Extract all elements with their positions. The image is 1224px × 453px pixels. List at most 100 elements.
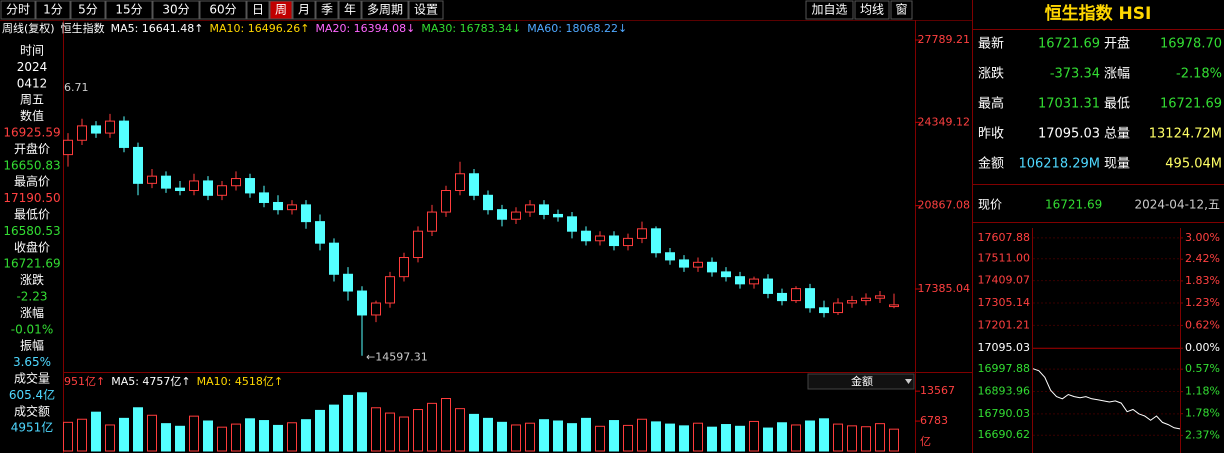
y-tick-label: 27789.21: [918, 33, 971, 46]
candle-body: [497, 209, 507, 220]
volume-bar: [567, 423, 577, 452]
tab-label[interactable]: 季: [321, 3, 333, 17]
volume-bar: [581, 417, 591, 452]
info-item: 3.65%: [13, 355, 51, 369]
volume-bar: [847, 425, 857, 452]
info-item: 振幅: [20, 338, 44, 353]
tab[interactable]: [35, 0, 71, 20]
dropdown-label[interactable]: 金额: [851, 374, 873, 388]
tab-label[interactable]: 月: [298, 3, 310, 17]
ma-legend: MA10: 16496.26↑: [210, 22, 310, 35]
candle-body: [77, 125, 87, 141]
candle-body: [469, 173, 479, 196]
candle-body: [343, 273, 353, 292]
candle-body: [399, 257, 409, 278]
candle-body: [819, 307, 829, 314]
candle-body: [441, 190, 451, 213]
tool-button-label[interactable]: 均线: [860, 3, 884, 17]
volume-bar: [623, 424, 633, 452]
candle-body: [805, 288, 815, 309]
volume-bar: [399, 416, 409, 452]
y-tick-label: 16997.88: [978, 362, 1031, 375]
price-label: 现价: [978, 198, 1002, 212]
tab-label[interactable]: 多周期: [367, 3, 403, 17]
info-item: 16650.83: [3, 158, 60, 172]
volume-bar: [861, 426, 871, 452]
tool-button-label[interactable]: 窗: [895, 3, 907, 17]
tab-label[interactable]: 1分: [43, 3, 63, 17]
tab-label[interactable]: 分时: [6, 3, 30, 17]
volume-bar: [707, 426, 717, 452]
volume-bar: [245, 418, 255, 452]
volume-bar: [77, 418, 87, 452]
candle-body: [609, 235, 619, 247]
y-tick-label: 24349.12: [918, 115, 971, 128]
tab[interactable]: [70, 0, 106, 20]
candle-body: [511, 211, 521, 220]
volume-bar: [679, 425, 689, 452]
tab[interactable]: [315, 0, 339, 20]
volume-bar: [469, 413, 479, 452]
tab[interactable]: [0, 0, 36, 20]
y2-tick-label: 1.78%: [1185, 407, 1220, 420]
info-item: 最低价: [14, 208, 50, 222]
tab[interactable]: [338, 0, 362, 20]
volume-bar: [889, 428, 899, 452]
tab[interactable]: [105, 0, 153, 20]
candle-body: [385, 276, 395, 304]
tab-label[interactable]: 15分: [115, 3, 142, 17]
candle-body: [483, 194, 493, 211]
tool-button-label[interactable]: 加自选: [811, 3, 847, 17]
candle-body: [595, 235, 605, 242]
volume-bar: [693, 422, 703, 452]
candle-body: [273, 201, 283, 211]
tab[interactable]: [292, 0, 316, 20]
y2-tick-label: 1.18%: [1185, 385, 1220, 398]
tab-label[interactable]: 5分: [78, 3, 98, 17]
info-item: -2.23: [16, 290, 47, 304]
y2-tick-label: 2.42%: [1185, 252, 1220, 265]
tab[interactable]: [408, 0, 444, 20]
y-tick-label: 16893.96: [978, 384, 1031, 397]
candle-body: [889, 304, 899, 308]
tool-button[interactable]: [805, 0, 854, 20]
volume-bar: [189, 415, 199, 452]
tab[interactable]: [246, 0, 270, 20]
volume-bar: [637, 418, 647, 452]
tab-label[interactable]: 设置: [414, 3, 438, 17]
volume-bar: [819, 418, 829, 452]
volume-bar: [553, 420, 563, 452]
volume-bar: [175, 425, 185, 452]
candle-body: [791, 288, 801, 302]
tab-label[interactable]: 周: [275, 3, 287, 17]
tab-label[interactable]: 60分: [209, 3, 236, 17]
info-item: 4951亿: [11, 420, 54, 435]
dropdown[interactable]: [807, 373, 915, 390]
tab[interactable]: [269, 0, 293, 20]
ma-legend: 周线(复权): [2, 21, 55, 35]
candle-body: [259, 192, 269, 203]
volume-bar: [833, 423, 843, 452]
price: 16721.69: [1045, 198, 1102, 212]
candle-body: [763, 278, 773, 294]
tab-label[interactable]: 年: [344, 3, 356, 17]
volume-bar: [315, 409, 325, 452]
tab[interactable]: [361, 0, 409, 20]
y-tick-label: 17511.00: [978, 252, 1031, 265]
tab-label[interactable]: 30分: [162, 3, 189, 17]
tool-button[interactable]: [854, 0, 890, 20]
dropdown-arrow[interactable]: [905, 379, 912, 384]
y-tick-label: 17305.14: [978, 296, 1031, 309]
candle-body: [777, 292, 787, 302]
candle-body: [749, 278, 759, 285]
volume-bar: [455, 408, 465, 452]
candle-body: [553, 213, 563, 218]
tab[interactable]: [152, 0, 200, 20]
volume-bar: [539, 419, 549, 452]
tab[interactable]: [199, 0, 247, 20]
tool-button[interactable]: [890, 0, 913, 20]
tab-label[interactable]: 日: [252, 3, 264, 17]
volume-bar: [721, 424, 731, 452]
quote-cell: 16721.69: [1038, 37, 1100, 52]
volume-bar: [133, 407, 143, 452]
